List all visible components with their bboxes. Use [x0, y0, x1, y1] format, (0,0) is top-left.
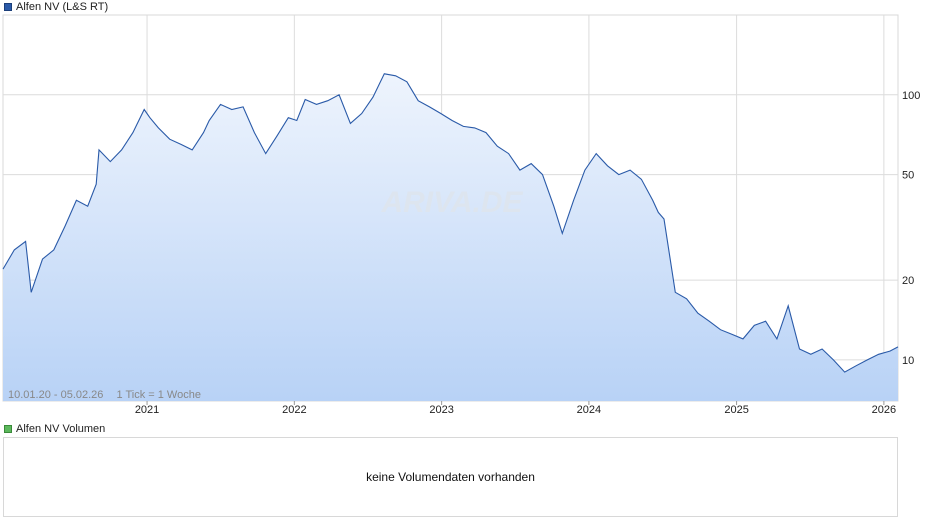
x-tick-label: 2022 [282, 404, 306, 416]
price-line [2, 73, 899, 373]
volume-panel: keine Volumendaten vorhanden [3, 437, 898, 517]
price-legend-swatch [4, 3, 12, 11]
price-area [3, 73, 898, 402]
y-tick-label: 10 [902, 355, 914, 367]
volume-legend-label: Alfen NV Volumen [16, 423, 106, 435]
volume-legend-swatch [4, 425, 12, 433]
tick-info: 1 Tick = 1 Woche [116, 389, 200, 401]
price-chart: ARIVA.DE 10 20 50 100 2021 2022 2023 2024 2025 2… [2, 14, 920, 416]
volume-empty-message: keine Volumendaten vorhanden [366, 470, 535, 484]
x-tick-label: 2025 [724, 404, 748, 416]
y-tick-label: 50 [902, 170, 914, 182]
x-tick-label: 2024 [577, 404, 601, 416]
y-tick-label: 100 [902, 90, 920, 102]
x-tick-label: 2023 [429, 404, 453, 416]
price-legend-label: Alfen NV (L&S RT) [16, 1, 109, 13]
x-tick-label: 2026 [872, 404, 896, 416]
price-legend: Alfen NV (L&S RT) [4, 1, 108, 13]
y-tick-label: 20 [902, 275, 914, 287]
watermark: ARIVA.DE [380, 186, 523, 219]
x-tick-label: 2021 [135, 404, 159, 416]
range-info-dates: 10.01.20 - 05.02.26 [8, 389, 103, 401]
range-info: 10.01.20 - 05.02.26 1 Tick = 1 Woche [8, 389, 201, 401]
volume-legend: Alfen NV Volumen [4, 423, 105, 435]
